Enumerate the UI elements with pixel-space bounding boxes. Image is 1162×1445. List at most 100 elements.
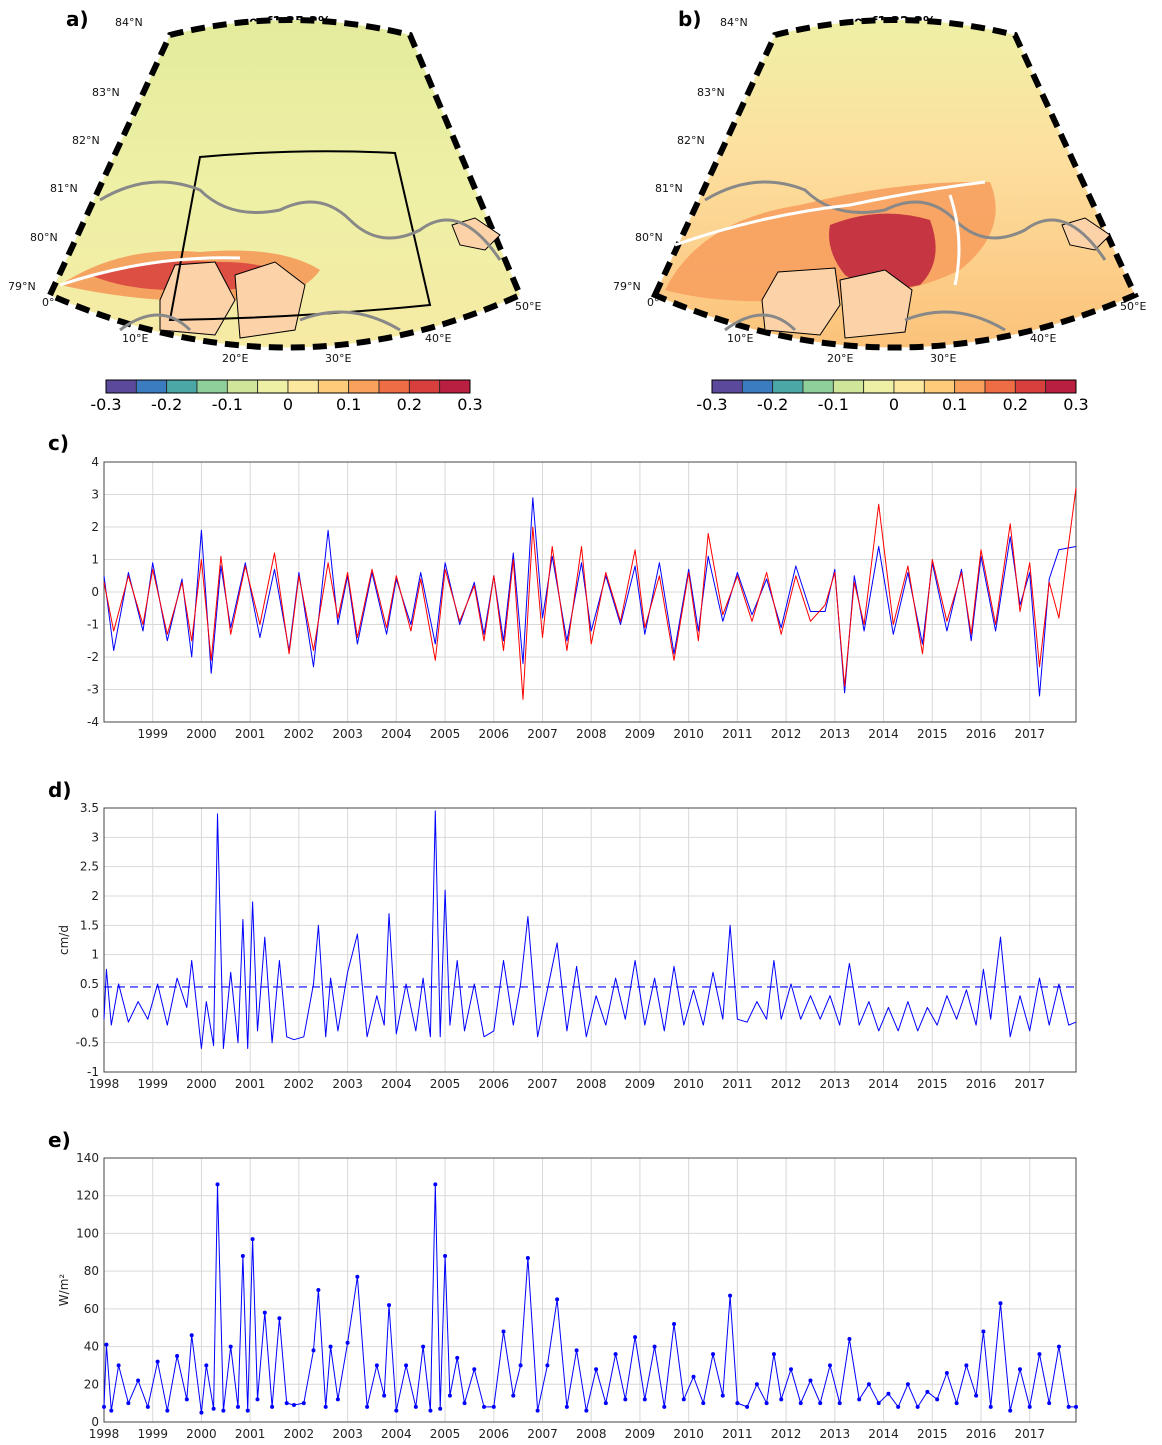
colorbar-frame xyxy=(105,379,471,394)
data-point xyxy=(518,1363,523,1368)
data-point xyxy=(701,1401,706,1406)
y-tick-label: 4 xyxy=(91,455,99,469)
x-tick-label: 2000 xyxy=(186,1077,217,1091)
panel-a-map: a) eof1 35.2% 84°N 83°N 82°N 81°N 80°N 7… xyxy=(8,7,541,365)
panel-label: c) xyxy=(48,431,69,455)
x-tick-label: 2010 xyxy=(673,1427,704,1441)
map-a-lat-80: 80°N xyxy=(30,231,58,244)
colorbar-swatch xyxy=(741,379,774,394)
map-b-lat-84: 84°N xyxy=(720,16,748,29)
data-point xyxy=(623,1397,628,1402)
data-point xyxy=(394,1408,399,1413)
colorbar-tick-label: -0.2 xyxy=(757,395,788,414)
data-point xyxy=(886,1391,891,1396)
data-point xyxy=(652,1344,657,1349)
data-point xyxy=(545,1363,550,1368)
colorbar-tick-label: 0.3 xyxy=(457,395,482,414)
map-a-lon-40: 40°E xyxy=(425,332,451,345)
y-tick-label: 1.5 xyxy=(80,918,99,932)
data-point xyxy=(771,1352,776,1357)
data-point xyxy=(301,1401,306,1406)
colorbar-swatch xyxy=(166,379,198,394)
colorbar-swatch xyxy=(893,379,925,394)
y-axis-label: cm/d xyxy=(57,925,71,955)
y-tick-label: -2 xyxy=(87,650,99,664)
x-tick-label: 2016 xyxy=(966,1427,997,1441)
data-point xyxy=(204,1363,209,1368)
x-tick-label: 2015 xyxy=(917,1427,948,1441)
x-tick-label: 2012 xyxy=(771,1077,802,1091)
colorbar-swatch xyxy=(287,379,319,394)
data-point xyxy=(284,1401,289,1406)
x-tick-label: 2007 xyxy=(527,727,558,741)
map-b-land-east xyxy=(839,269,913,339)
y-tick-label: 0 xyxy=(91,585,99,599)
data-point xyxy=(691,1374,696,1379)
data-point xyxy=(935,1397,940,1402)
x-tick-label: 2009 xyxy=(625,727,656,741)
x-tick-label: 2010 xyxy=(673,1077,704,1091)
x-tick-label: 2004 xyxy=(381,1427,412,1441)
data-point xyxy=(240,1254,245,1259)
colorbar-frame xyxy=(711,379,1077,394)
x-tick-label: 2001 xyxy=(235,1427,266,1441)
data-point xyxy=(964,1363,969,1368)
data-point xyxy=(345,1340,350,1345)
map-b-lon-50: 50°E xyxy=(1120,300,1146,313)
series-line-1 xyxy=(103,487,1077,700)
y-tick-label: 0 xyxy=(91,1415,99,1429)
data-point xyxy=(555,1297,560,1302)
series-line-0 xyxy=(103,810,1077,1049)
data-point xyxy=(603,1401,608,1406)
data-point xyxy=(584,1408,589,1413)
x-tick-label: 2012 xyxy=(771,727,802,741)
map-b-contour xyxy=(674,180,986,286)
data-point xyxy=(988,1404,993,1409)
map-a-lat-84: 84°N xyxy=(115,16,143,29)
data-point xyxy=(228,1344,233,1349)
data-point xyxy=(165,1408,170,1413)
data-point xyxy=(808,1378,813,1383)
x-tick-label: 2011 xyxy=(722,1427,753,1441)
data-point xyxy=(365,1404,370,1409)
data-point xyxy=(175,1354,180,1358)
data-point xyxy=(944,1370,949,1375)
colorbar-swatch xyxy=(1014,379,1047,394)
data-point xyxy=(525,1255,530,1260)
data-point xyxy=(574,1348,579,1353)
map-a-box xyxy=(168,150,432,322)
x-tick-label: 2005 xyxy=(430,1077,461,1091)
x-tick-label: 1999 xyxy=(137,1427,168,1441)
colorbar-swatch xyxy=(984,379,1016,394)
data-point xyxy=(443,1254,448,1259)
data-point xyxy=(1017,1367,1022,1372)
colorbar-swatch xyxy=(863,379,895,394)
y-tick-label: 0.5 xyxy=(80,977,99,991)
data-point xyxy=(316,1288,321,1292)
data-point xyxy=(235,1404,240,1409)
map-b-lat-80: 80°N xyxy=(635,231,663,244)
x-tick-label: 2006 xyxy=(479,1077,510,1091)
map-a-contour xyxy=(59,256,241,287)
data-point xyxy=(1008,1408,1013,1413)
data-point xyxy=(184,1397,189,1402)
y-tick-label: 140 xyxy=(76,1151,99,1165)
data-point xyxy=(511,1393,516,1398)
x-tick-label: 2001 xyxy=(235,727,266,741)
map-b-anomaly-core xyxy=(829,213,936,289)
colorbar-swatch xyxy=(105,379,137,394)
colorbar-swatch xyxy=(317,379,350,394)
map-b-lat-79: 79°N xyxy=(613,280,641,293)
map-a-lon-20: 20°E xyxy=(222,352,248,365)
data-point xyxy=(292,1403,297,1408)
colorbar-swatch xyxy=(378,379,410,394)
x-tick-label: 2012 xyxy=(771,1427,802,1441)
data-point xyxy=(779,1397,784,1402)
x-tick-label: 2014 xyxy=(868,727,899,741)
data-point xyxy=(462,1401,467,1406)
x-tick-label: 2010 xyxy=(673,727,704,741)
data-point xyxy=(564,1404,569,1409)
data-point xyxy=(662,1404,667,1409)
colorbar-a: -0.3 -0.2 -0.1 0 0.1 0.2 0.3 xyxy=(90,379,483,414)
data-point xyxy=(915,1404,920,1409)
